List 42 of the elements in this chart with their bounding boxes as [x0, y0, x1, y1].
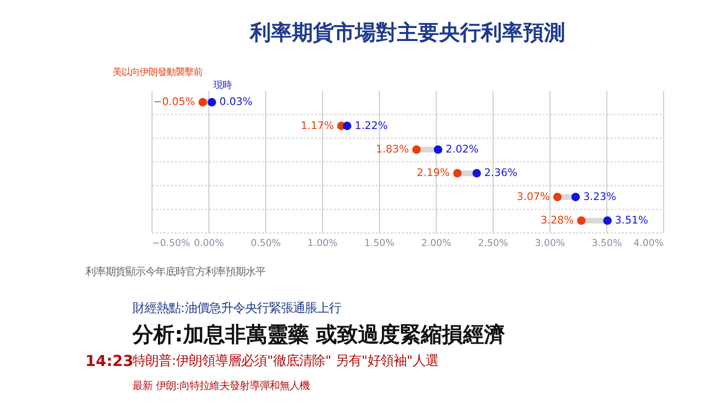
point — [577, 216, 586, 225]
point — [412, 145, 421, 154]
point — [453, 169, 462, 178]
x-tick-label: −0.50% — [152, 238, 190, 250]
x-tick-label: 0.00% — [194, 238, 224, 250]
x-tick-label: 2.00% — [421, 238, 452, 250]
point — [472, 169, 481, 178]
text: 特朗普:伊朗領導層必須"徹底清除" 另有"好領袖"人選 — [132, 353, 439, 370]
data-label: 3.07% — [516, 190, 550, 203]
point — [553, 192, 562, 202]
text: 分析:加息非萬靈藥 或致過度緊縮損經濟 — [132, 322, 506, 346]
data-label: 2.02% — [446, 143, 479, 156]
point — [198, 98, 207, 106]
text: 美以向伊朗發動襲擊前 — [112, 66, 203, 78]
series-label: 現時 — [214, 80, 232, 92]
text: 利率期貨顯示今年底時官方利率預期水平 — [85, 266, 266, 278]
x-tick-label: 3.00% — [534, 238, 565, 250]
text: 財經熱點:油價急升令央行緊張通脹上行 — [132, 301, 341, 316]
data-label: 0.03% — [219, 96, 253, 108]
data-label: −0.05% — [153, 96, 196, 108]
data-label: 3.28% — [540, 214, 574, 226]
point — [342, 122, 352, 130]
text: 最新 伊朗:向特拉維夫發射導彈和無人機 — [132, 380, 310, 392]
data-label: 2.36% — [484, 167, 518, 180]
x-tick-label: 2.50% — [478, 238, 508, 250]
x-tick-label: 0.50% — [250, 238, 281, 250]
x-tick-label: 1.50% — [364, 238, 394, 250]
x-tick-label: 3.50% — [592, 238, 622, 250]
chart-title: 利率期貨市場對主要央行利率預測 — [248, 20, 565, 45]
data-label: 1.83% — [376, 143, 409, 156]
x-tick-label: 4.00% — [634, 238, 664, 250]
point — [571, 192, 580, 202]
x-tick-label: 1.00% — [308, 238, 338, 250]
point — [434, 145, 442, 154]
data-label: 2.19% — [416, 167, 450, 180]
data-label: 3.51% — [615, 214, 648, 226]
text: 14:23 — [85, 352, 134, 370]
point — [208, 98, 216, 106]
data-label: 1.22% — [354, 120, 388, 132]
data-label: 3.23% — [583, 190, 616, 203]
point — [603, 216, 612, 225]
data-label: 1.17% — [300, 120, 334, 132]
